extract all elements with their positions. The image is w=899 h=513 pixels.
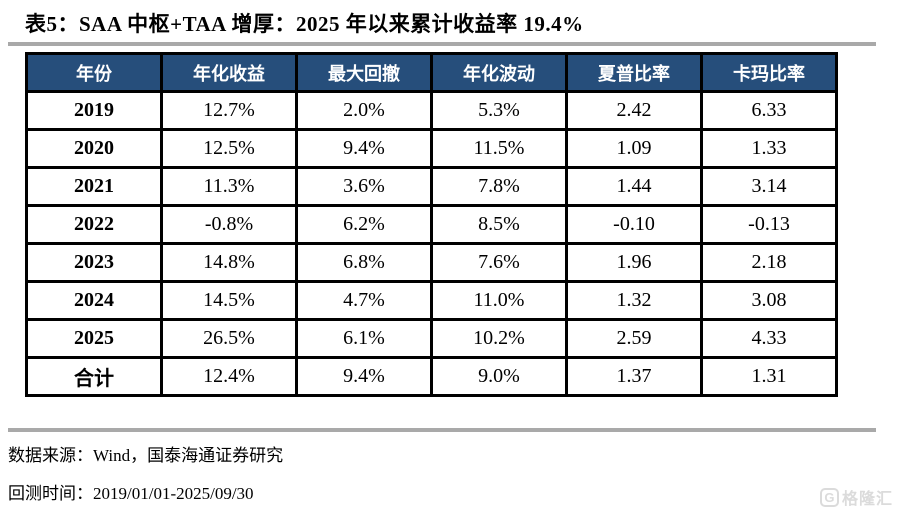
backtest-period-note: 回测时间：2019/01/01-2025/09/30 <box>8 484 254 503</box>
row-value-cell: 2.18 <box>700 242 838 283</box>
col-header-ann-return: 年化收益 <box>160 52 298 93</box>
row-year-cell: 2025 <box>25 318 163 359</box>
row-value-cell: 1.09 <box>565 128 703 169</box>
table-body: 2019 12.7% 2.0% 5.3% 2.42 6.33 2020 12.5% 9.4% 11… <box>25 90 838 397</box>
row-value-cell: 1.44 <box>565 166 703 207</box>
row-value-cell: 11.0% <box>430 280 568 321</box>
row-value-cell: 6.1% <box>295 318 433 359</box>
table-title: 表5：SAA 中枢+TAA 增厚：2025 年以来累计收益率 19.4% <box>25 12 584 36</box>
row-value-cell: 3.14 <box>700 166 838 207</box>
row-value-cell: 11.3% <box>160 166 298 207</box>
row-value-cell: 1.32 <box>565 280 703 321</box>
row-value-cell: -0.8% <box>160 204 298 245</box>
row-value-cell: 12.5% <box>160 128 298 169</box>
row-value-cell: 1.31 <box>700 356 838 397</box>
table-row: 2021 11.3% 3.6% 7.8% 1.44 3.14 <box>25 166 838 207</box>
gelonghui-logo-text: 格隆汇 <box>841 491 893 508</box>
data-source-note: 数据来源：Wind，国泰海通证券研究 <box>8 446 284 465</box>
row-value-cell: 9.0% <box>430 356 568 397</box>
row-year-cell: 2024 <box>25 280 163 321</box>
table-row: 合计 12.4% 9.4% 9.0% 1.37 1.31 <box>25 356 838 397</box>
row-value-cell: 1.96 <box>565 242 703 283</box>
row-value-cell: 26.5% <box>160 318 298 359</box>
row-value-cell: 4.7% <box>295 280 433 321</box>
table-row: 2022 -0.8% 6.2% 8.5% -0.10 -0.13 <box>25 204 838 245</box>
row-year-cell: 2022 <box>25 204 163 245</box>
row-year-cell: 2021 <box>25 166 163 207</box>
row-value-cell: 9.4% <box>295 128 433 169</box>
row-value-cell: 12.7% <box>160 90 298 131</box>
row-value-cell: -0.13 <box>700 204 838 245</box>
col-header-max-drawdown: 最大回撤 <box>295 52 433 93</box>
row-value-cell: 5.3% <box>430 90 568 131</box>
performance-table: 年份 年化收益 最大回撤 年化波动 夏普比率 卡玛比率 2019 12.7% 2.0… <box>25 52 838 397</box>
row-value-cell: 8.5% <box>430 204 568 245</box>
row-year-cell: 2019 <box>25 90 163 131</box>
table-row: 2020 12.5% 9.4% 11.5% 1.09 1.33 <box>25 128 838 169</box>
row-year-cell: 2023 <box>25 242 163 283</box>
row-value-cell: 9.4% <box>295 356 433 397</box>
table-row: 2023 14.8% 6.8% 7.6% 1.96 2.18 <box>25 242 838 283</box>
table-row: 2024 14.5% 4.7% 11.0% 1.32 3.08 <box>25 280 838 321</box>
row-year-cell: 2020 <box>25 128 163 169</box>
gelonghui-logo-icon: G <box>819 487 839 507</box>
row-value-cell: -0.10 <box>565 204 703 245</box>
row-value-cell: 6.33 <box>700 90 838 131</box>
row-value-cell: 2.0% <box>295 90 433 131</box>
row-value-cell: 12.4% <box>160 356 298 397</box>
row-value-cell: 3.6% <box>295 166 433 207</box>
row-value-cell: 3.08 <box>700 280 838 321</box>
top-divider <box>8 42 876 46</box>
col-header-year: 年份 <box>25 52 163 93</box>
row-value-cell: 7.6% <box>430 242 568 283</box>
row-value-cell: 10.2% <box>430 318 568 359</box>
bottom-divider <box>8 428 876 432</box>
col-header-sharpe: 夏普比率 <box>565 52 703 93</box>
row-value-cell: 6.8% <box>295 242 433 283</box>
table-row: 2025 26.5% 6.1% 10.2% 2.59 4.33 <box>25 318 838 359</box>
row-value-cell: 7.8% <box>430 166 568 207</box>
row-value-cell: 1.33 <box>700 128 838 169</box>
row-value-cell: 11.5% <box>430 128 568 169</box>
row-year-cell: 合计 <box>25 356 163 397</box>
gelonghui-watermark: G 格隆汇 <box>819 485 893 509</box>
row-value-cell: 2.42 <box>565 90 703 131</box>
row-value-cell: 4.33 <box>700 318 838 359</box>
table-row: 2019 12.7% 2.0% 5.3% 2.42 6.33 <box>25 90 838 131</box>
row-value-cell: 14.8% <box>160 242 298 283</box>
table-header-row: 年份 年化收益 最大回撤 年化波动 夏普比率 卡玛比率 <box>25 52 838 93</box>
row-value-cell: 6.2% <box>295 204 433 245</box>
col-header-ann-volatility: 年化波动 <box>430 52 568 93</box>
row-value-cell: 14.5% <box>160 280 298 321</box>
row-value-cell: 2.59 <box>565 318 703 359</box>
row-value-cell: 1.37 <box>565 356 703 397</box>
col-header-calmar: 卡玛比率 <box>700 52 838 93</box>
